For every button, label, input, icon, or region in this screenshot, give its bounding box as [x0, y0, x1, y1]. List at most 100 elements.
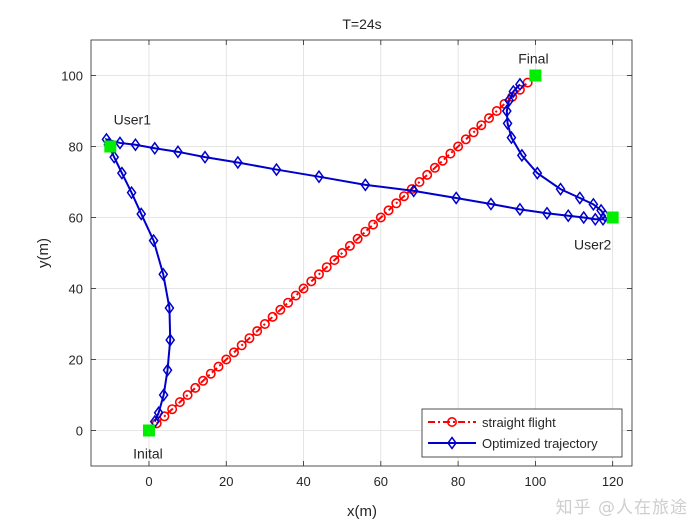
data-point: [200, 150, 210, 164]
data-point: [205, 368, 216, 379]
x-tick-label: 60: [374, 474, 388, 489]
data-point: [399, 191, 410, 202]
data-point: [153, 405, 164, 420]
data-point: [574, 191, 585, 205]
legend: straight flight Optimized trajectory: [421, 408, 623, 458]
data-point: [149, 141, 160, 156]
data-point: [468, 127, 479, 138]
data-point: [290, 290, 301, 301]
data-point: [491, 106, 502, 117]
data-point: [368, 219, 379, 230]
data-point: [429, 162, 440, 173]
data-point: [414, 177, 425, 188]
annotation-label: User1: [114, 112, 152, 128]
data-point: [275, 304, 286, 315]
data-point: [453, 141, 464, 152]
data-point: [213, 361, 224, 372]
y-tick-label: 60: [69, 211, 83, 226]
grid: [91, 40, 632, 466]
data-point: [588, 197, 599, 212]
legend-marker: [447, 436, 457, 450]
watermark: 知乎 @人在旅途: [555, 498, 688, 518]
data-point: [252, 326, 263, 337]
annotation-label: Inital: [133, 446, 163, 462]
data-point: [508, 84, 519, 99]
x-tick-label: 80: [451, 474, 465, 489]
data-point: [408, 184, 419, 198]
data-point: [486, 197, 496, 211]
data-point: [590, 212, 601, 227]
annotations: Final User1 User2 Inital: [114, 51, 612, 462]
data-point: [383, 205, 394, 216]
data-point: [555, 182, 566, 196]
data-point: [360, 226, 371, 237]
data-point: [437, 155, 448, 166]
data-point: [164, 301, 175, 315]
data-point: [130, 137, 141, 152]
key-point-marker: [142, 424, 155, 437]
y-tick-label: 20: [69, 353, 83, 368]
y-tick-label: 0: [76, 424, 83, 439]
data-point: [232, 155, 243, 170]
data-point: [504, 93, 515, 108]
data-point: [484, 113, 495, 124]
data-point: [173, 145, 183, 159]
data-point: [109, 150, 120, 164]
data-point: [321, 262, 332, 273]
y-tick-label: 100: [61, 69, 83, 84]
plot-area: [91, 40, 632, 466]
data-point: [236, 340, 247, 351]
data-point: [158, 388, 169, 402]
legend-label: Optimized trajectory: [482, 436, 598, 451]
data-point: [476, 120, 487, 131]
data-point: [126, 185, 137, 200]
chart-title: T=24s: [342, 16, 381, 32]
x-tick-label: 40: [296, 474, 310, 489]
data-point: [502, 116, 513, 131]
key-point-marker: [606, 211, 619, 224]
series-2: [101, 77, 610, 429]
data-point: [148, 233, 159, 248]
data-point: [515, 202, 525, 217]
data-point: [501, 104, 512, 118]
key-point-marker: [104, 140, 117, 153]
y-axis-label: y(m): [35, 238, 52, 268]
data-point: [391, 198, 402, 209]
data-point: [283, 297, 294, 308]
data-point: [198, 375, 209, 386]
data-point: [506, 130, 517, 145]
plot-frame: [90, 39, 633, 467]
data-point: [167, 404, 178, 415]
x-tick-label: 120: [602, 474, 624, 489]
data-point: [352, 233, 363, 244]
data-point: [422, 169, 433, 180]
data-point: [244, 333, 255, 344]
data-point: [158, 267, 169, 282]
y-tick-label: 40: [69, 282, 83, 297]
data-point: [298, 283, 309, 294]
data-point: [596, 203, 607, 218]
data-point: [515, 77, 525, 92]
data-point: [115, 136, 125, 150]
data-point: [375, 212, 386, 223]
series-line: [104, 83, 607, 423]
legend-marker: [446, 416, 457, 427]
y-tick-label: 80: [69, 140, 83, 155]
data-point: [314, 169, 324, 184]
series-layer: [101, 77, 610, 429]
data-point: [165, 333, 176, 347]
data-point: [337, 248, 348, 259]
data-point: [190, 382, 201, 393]
annotation-label: User2: [574, 237, 612, 253]
data-point: [182, 389, 193, 400]
x-axis-label: x(m): [347, 503, 377, 520]
data-point: [116, 166, 127, 180]
data-point: [598, 212, 608, 227]
data-point: [451, 191, 462, 205]
x-tick-label: 20: [219, 474, 233, 489]
axis-ticks: 0 20 40 60 80 100 120 0 20 40 60 80 100: [61, 40, 632, 489]
key-point-marker: [529, 69, 542, 82]
data-point: [516, 148, 527, 163]
data-point: [313, 269, 324, 280]
